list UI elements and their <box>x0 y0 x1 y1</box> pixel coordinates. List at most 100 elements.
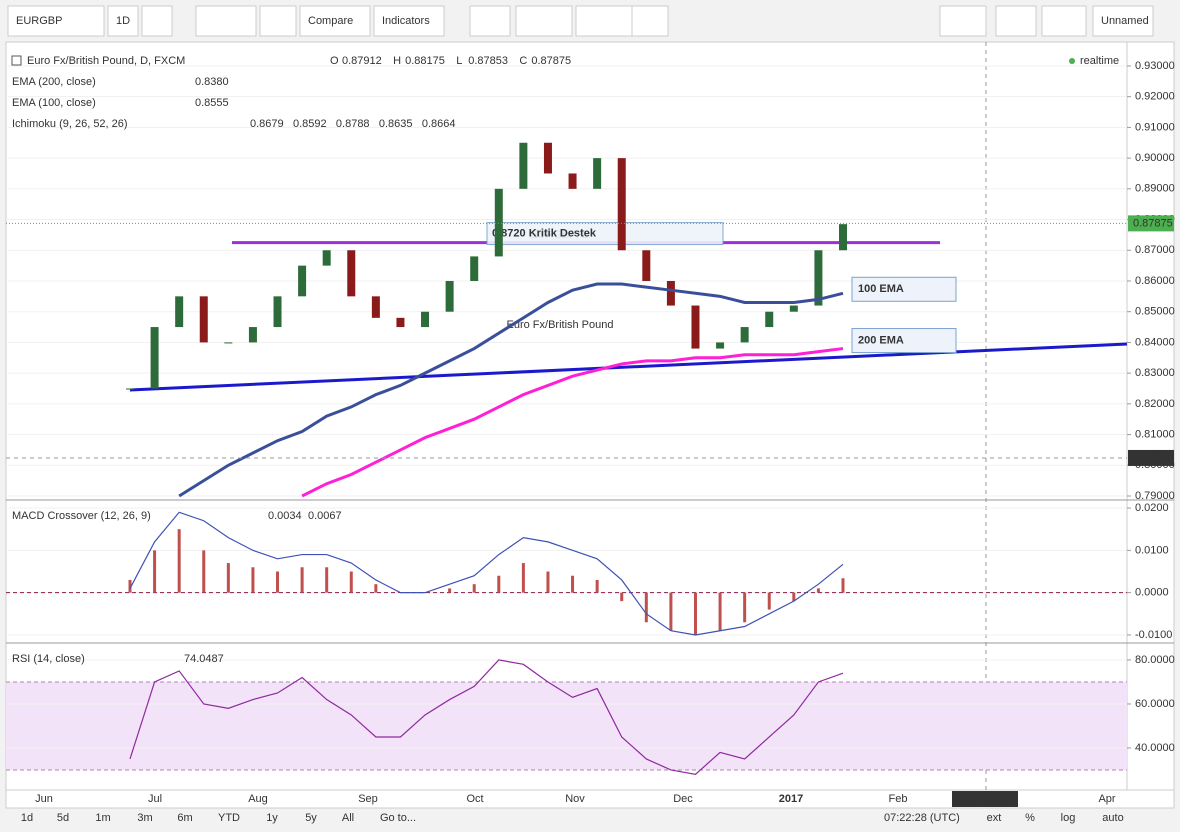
candle <box>175 296 184 328</box>
range-button[interactable]: 5d <box>57 812 69 824</box>
macd-histogram-bar <box>251 567 255 593</box>
annotation-box <box>851 328 957 354</box>
macd-histogram-bar <box>620 592 624 602</box>
indicator-name: EMA (200, close) <box>12 76 96 88</box>
ohlc-value: 0.87912 <box>342 55 382 67</box>
y-tick-label: 0.81000 <box>1135 428 1175 440</box>
y-tick-label: 80.0000 <box>1135 654 1175 666</box>
toolbar-label[interactable]: Compare <box>308 15 353 27</box>
toolbar-label[interactable]: EURGBP <box>16 15 62 27</box>
y-tick-label: 0.92000 <box>1135 91 1175 103</box>
range-button[interactable]: 1d <box>21 812 33 824</box>
toolbar-label[interactable]: Indicators <box>382 15 430 27</box>
annotation: 100 EMA <box>858 283 904 295</box>
macd-histogram-bar <box>743 592 747 623</box>
scale-option[interactable]: % <box>1025 812 1035 824</box>
ohlc-value: 0.87875 <box>531 55 571 67</box>
time-label: Aug <box>248 793 268 805</box>
cursor-price-label: 0.80239 <box>1133 452 1173 464</box>
y-tick-label: 0.91000 <box>1135 121 1175 133</box>
y-tick-label: 0.82000 <box>1135 398 1175 410</box>
y-tick-label: 0.83000 <box>1135 367 1175 379</box>
ohlc-key: C <box>519 55 527 67</box>
candle <box>224 342 233 344</box>
range-button[interactable]: 1y <box>266 812 278 824</box>
toolbar-icon-button[interactable] <box>515 5 573 37</box>
range-button[interactable]: 1m <box>95 812 110 824</box>
pane-title: RSI (14, close) <box>12 653 85 665</box>
toolbar-icon-button[interactable] <box>939 5 987 37</box>
time-label: Dec <box>673 793 693 805</box>
scale-option[interactable]: auto <box>1102 812 1123 824</box>
range-button[interactable]: 3m <box>137 812 152 824</box>
macd-histogram-bar <box>300 567 304 593</box>
toolbar-icon-button[interactable] <box>469 5 511 37</box>
y-tick-label: 0.90000 <box>1135 152 1175 164</box>
ohlc-value: 0.87853 <box>468 55 508 67</box>
candle <box>740 327 749 343</box>
toolbar-button[interactable] <box>107 5 139 37</box>
y-tick-label: 0.85000 <box>1135 306 1175 318</box>
range-button[interactable]: Go to... <box>380 812 416 824</box>
annotation-box <box>851 276 957 302</box>
y-tick-label: 40.0000 <box>1135 742 1175 754</box>
y-tick-label: 0.84000 <box>1135 336 1175 348</box>
y-tick-label: 0.0000 <box>1135 587 1169 599</box>
toolbar-button[interactable] <box>373 5 445 37</box>
time-label: Apr <box>1098 793 1115 805</box>
range-button[interactable]: 5y <box>305 812 317 824</box>
macd-histogram-bar <box>693 592 697 635</box>
pane-title: MACD Crossover (12, 26, 9) <box>12 510 151 522</box>
y-tick-label: 0.0100 <box>1135 544 1169 556</box>
collapse-icon[interactable] <box>11 55 22 66</box>
chart-area <box>5 41 1175 809</box>
toolbar-icon-button[interactable] <box>575 5 637 37</box>
toolbar-icon-button[interactable] <box>1041 5 1087 37</box>
ohlc-key: O <box>330 55 339 67</box>
toolbar-icon-button[interactable] <box>631 5 669 37</box>
macd-histogram-bar <box>718 592 722 631</box>
support-label-box <box>486 222 724 246</box>
range-button[interactable]: YTD <box>218 812 240 824</box>
macd-histogram-bar <box>349 571 353 593</box>
scale-option[interactable]: log <box>1061 812 1076 824</box>
indicator-value: 0.8679 <box>250 118 284 130</box>
macd-histogram-bar <box>841 578 845 593</box>
candle <box>839 224 847 251</box>
y-tick-label: 60.0000 <box>1135 698 1175 710</box>
macd-histogram-bar <box>374 584 378 593</box>
candle <box>691 305 700 349</box>
macd-histogram-bar <box>571 575 575 593</box>
toolbar-button[interactable] <box>299 5 371 37</box>
candle <box>396 317 405 328</box>
toolbar-label[interactable]: Unnamed <box>1101 15 1149 27</box>
cursor-price-tag <box>1128 449 1174 466</box>
macd-value: 0.0067 <box>308 510 342 522</box>
candle <box>814 250 823 306</box>
ohlc-key: H <box>393 55 401 67</box>
candle <box>765 311 774 328</box>
time-label: Oct <box>466 793 483 805</box>
candle <box>642 250 651 281</box>
macd-histogram-bar <box>472 584 476 593</box>
support-label: 0.8720 Kritik Destek <box>492 227 597 239</box>
crosshair-time-tag <box>952 791 1018 807</box>
toolbar-button[interactable] <box>1092 5 1154 37</box>
realtime-dot <box>1069 58 1075 64</box>
y-tick-label: 0.79000 <box>1135 490 1175 502</box>
toolbar-icon-button[interactable] <box>195 5 257 37</box>
range-button[interactable]: 6m <box>177 812 192 824</box>
macd-histogram-bar <box>497 575 501 593</box>
toolbar-button[interactable] <box>7 5 105 37</box>
macd-histogram-bar <box>202 550 206 593</box>
y-tick-label: -0.0100 <box>1135 629 1172 641</box>
toolbar-icon-button[interactable] <box>995 5 1037 37</box>
toolbar-icon-button[interactable] <box>259 5 297 37</box>
toolbar-label[interactable]: 1D <box>116 15 130 27</box>
macd-histogram-bar <box>226 563 230 593</box>
y-tick-label: 0.87000 <box>1135 244 1175 256</box>
toolbar-icon-button[interactable] <box>141 5 173 37</box>
scale-option[interactable]: ext <box>987 812 1002 824</box>
time-label: Jun <box>35 793 53 805</box>
range-button[interactable]: All <box>342 812 354 824</box>
